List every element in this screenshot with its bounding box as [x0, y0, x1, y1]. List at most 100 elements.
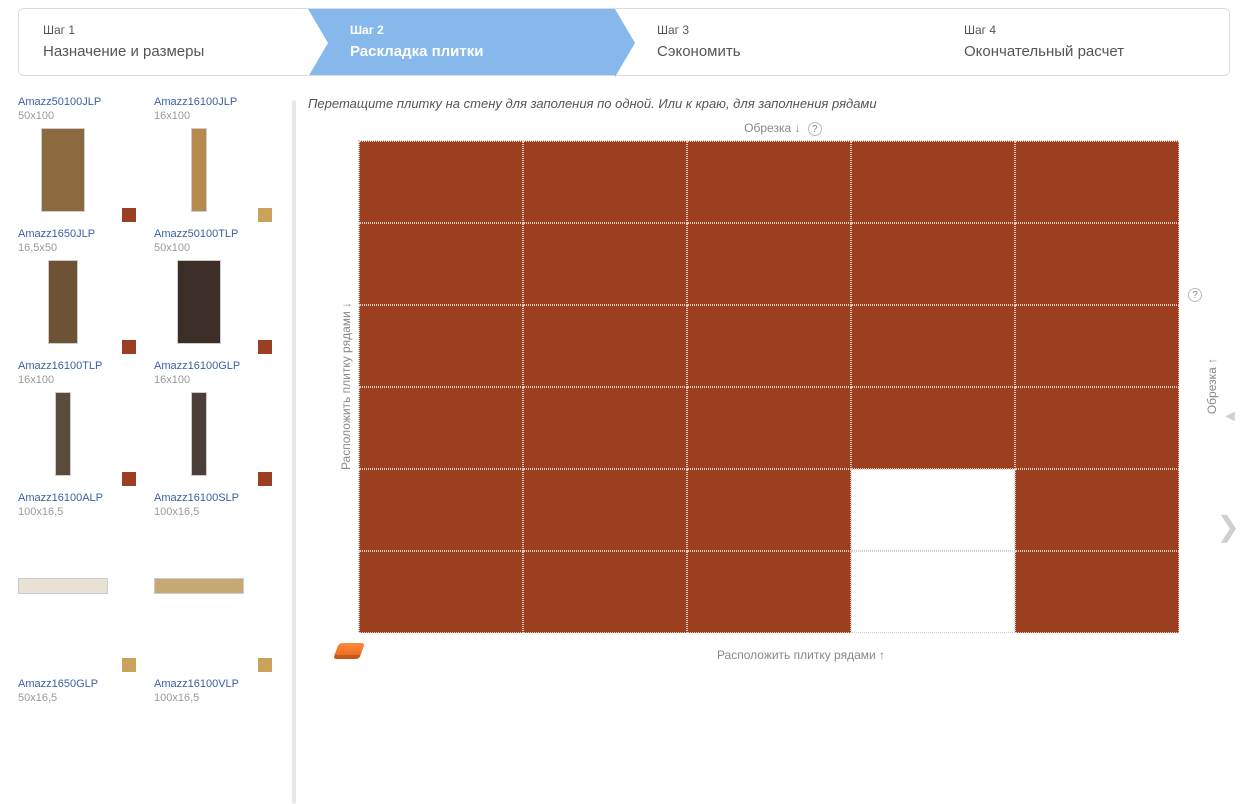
canvas-area: Перетащите плитку на стену для заполения…: [308, 96, 1230, 804]
left-axis-label: Расположить плитку рядами ↓: [339, 286, 353, 486]
grid-cell[interactable]: [1015, 469, 1179, 551]
tile-size: 100x16,5: [154, 506, 272, 518]
tile-name: Amazz16100ALP: [18, 492, 136, 504]
tile-size: 100x16,5: [154, 692, 272, 704]
grid-cell[interactable]: [851, 305, 1015, 387]
grid-cell[interactable]: [1015, 223, 1179, 305]
color-chip: [258, 658, 272, 672]
color-chip: [122, 658, 136, 672]
tile-card[interactable]: Amazz1650GLP 50x16,5: [18, 678, 136, 804]
tile-thumb: [41, 128, 85, 212]
tile-name: Amazz50100TLP: [154, 228, 272, 240]
grid-cell[interactable]: [1015, 551, 1179, 633]
top-trim-label: Обрезка ↓ ?: [336, 121, 1230, 136]
grid-cell[interactable]: [523, 387, 687, 469]
tile-card[interactable]: Amazz16100TLP 16x100: [18, 360, 136, 486]
grid-cell[interactable]: [851, 469, 1015, 551]
bottom-axis-label: Расположить плитку рядами ↑: [372, 648, 1230, 662]
tile-thumb: [55, 392, 71, 476]
tile-size: 16,5x50: [18, 242, 136, 254]
grid-cell[interactable]: [359, 305, 523, 387]
color-chip: [122, 208, 136, 222]
color-chip: [122, 472, 136, 486]
color-chip: [258, 208, 272, 222]
grid-cell[interactable]: [687, 551, 851, 633]
tile-thumb: [154, 578, 244, 594]
help-icon[interactable]: ?: [1188, 288, 1202, 302]
step-num: Шаг 4: [964, 23, 1205, 37]
tile-name: Amazz16100GLP: [154, 360, 272, 372]
grid-cell[interactable]: [687, 305, 851, 387]
grid-cell[interactable]: [359, 387, 523, 469]
tile-name: Amazz1650JLP: [18, 228, 136, 240]
tile-size: 16x100: [18, 374, 136, 386]
step-1[interactable]: Шаг 1Назначение и размеры: [19, 9, 308, 75]
step-title: Окончательный расчет: [964, 43, 1205, 60]
tile-name: Amazz50100JLP: [18, 96, 136, 108]
step-title: Сэкономить: [657, 43, 898, 60]
step-num: Шаг 2: [350, 23, 591, 37]
stepper: Шаг 1Назначение и размеры Шаг 2 Раскладка …: [18, 8, 1230, 76]
color-chip: [122, 340, 136, 354]
tile-size: 100x16,5: [18, 506, 136, 518]
tile-thumb: [191, 392, 207, 476]
step-4[interactable]: Шаг 4 Окончательный расчет: [922, 9, 1229, 75]
nav-right-icon[interactable]: ❯: [1217, 510, 1240, 543]
tile-card[interactable]: Amazz16100ALP 100x16,5: [18, 492, 136, 672]
grid-cell[interactable]: [851, 223, 1015, 305]
tile-name: Amazz1650GLP: [18, 678, 136, 690]
tile-palette: Amazz50100JLP50x100Amazz16100JLP16x100Am…: [18, 96, 288, 804]
eraser-icon[interactable]: [333, 643, 365, 659]
palette-divider: [292, 100, 296, 804]
tile-size: 50x16,5: [18, 692, 136, 704]
tile-card[interactable]: Amazz50100JLP 50x100: [18, 96, 136, 222]
tile-thumb: [191, 128, 207, 212]
grid-cell[interactable]: [687, 387, 851, 469]
grid-cell[interactable]: [523, 551, 687, 633]
tile-name: Amazz16100JLP: [154, 96, 272, 108]
left-axis: Расположить плитку рядами ↓: [336, 140, 358, 632]
tile-card[interactable]: Amazz16100GLP16x100: [154, 360, 272, 486]
tile-layout-grid[interactable]: [358, 140, 1178, 632]
step-3[interactable]: Шаг 3 Сэкономить: [615, 9, 922, 75]
top-trim-text: Обрезка ↓: [744, 121, 800, 135]
color-chip: [258, 340, 272, 354]
right-axis-label: Обрезка ↑: [1205, 358, 1219, 414]
tile-name: Amazz16100SLP: [154, 492, 272, 504]
grid-cell[interactable]: [359, 551, 523, 633]
tile-name: Amazz16100VLP: [154, 678, 272, 690]
help-icon[interactable]: ?: [808, 122, 822, 136]
grid-cell[interactable]: [523, 469, 687, 551]
tile-name: Amazz16100TLP: [18, 360, 136, 372]
tile-card[interactable]: Amazz16100SLP 100x16,5: [154, 492, 272, 672]
grid-cell[interactable]: [851, 141, 1015, 223]
grid-cell[interactable]: [687, 141, 851, 223]
grid-cell[interactable]: [1015, 387, 1179, 469]
tile-thumb: [177, 260, 221, 344]
color-chip: [258, 472, 272, 486]
tile-card[interactable]: Amazz16100VLP 100x16,5: [154, 678, 272, 804]
grid-cell[interactable]: [851, 387, 1015, 469]
grid-cell[interactable]: [851, 551, 1015, 633]
grid-cell[interactable]: [359, 469, 523, 551]
grid-cell[interactable]: [523, 223, 687, 305]
step-num: Шаг 3: [657, 23, 898, 37]
grid-cell[interactable]: [1015, 305, 1179, 387]
grid-cell[interactable]: [687, 469, 851, 551]
tile-card[interactable]: Amazz1650JLP 16,5x50: [18, 228, 136, 354]
grid-cell[interactable]: [687, 223, 851, 305]
tile-thumb: [18, 578, 108, 594]
grid-cell[interactable]: [1015, 141, 1179, 223]
tile-size: 16x100: [154, 110, 272, 122]
grid-cell[interactable]: [523, 305, 687, 387]
tile-card[interactable]: Amazz16100JLP 16x100: [154, 96, 272, 222]
grid-cell[interactable]: [359, 141, 523, 223]
tile-card[interactable]: Amazz50100TLP50x100: [154, 228, 272, 354]
step-title: Раскладка плитки: [350, 43, 591, 60]
grid-cell[interactable]: [359, 223, 523, 305]
tile-size: 50x100: [18, 110, 136, 122]
nav-right-small-icon[interactable]: ◄: [1222, 408, 1238, 426]
grid-cell[interactable]: [523, 141, 687, 223]
step-2[interactable]: Шаг 2 Раскладка плитки: [308, 9, 615, 75]
right-axis: ? Обрезка ↑: [1178, 140, 1206, 632]
